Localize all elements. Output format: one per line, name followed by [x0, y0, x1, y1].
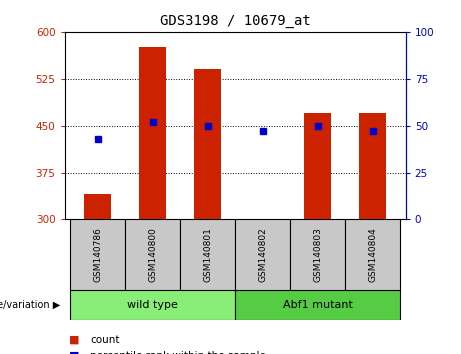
- Text: count: count: [90, 335, 119, 345]
- Bar: [235, 219, 290, 290]
- Bar: [290, 219, 345, 290]
- Bar: [125, 219, 180, 290]
- Text: GSM140801: GSM140801: [203, 227, 212, 282]
- Bar: [70, 290, 235, 320]
- Bar: [359, 113, 386, 219]
- Bar: [180, 219, 235, 290]
- Bar: [345, 219, 400, 290]
- Bar: [139, 47, 166, 219]
- Text: ■: ■: [69, 351, 80, 354]
- Title: GDS3198 / 10679_at: GDS3198 / 10679_at: [160, 14, 311, 28]
- Text: GSM140802: GSM140802: [258, 228, 267, 282]
- Text: genotype/variation ▶: genotype/variation ▶: [0, 300, 60, 310]
- Text: ■: ■: [69, 335, 80, 345]
- Text: percentile rank within the sample: percentile rank within the sample: [90, 351, 266, 354]
- Bar: [84, 194, 111, 219]
- Text: GSM140800: GSM140800: [148, 227, 157, 282]
- Text: Abf1 mutant: Abf1 mutant: [283, 300, 353, 310]
- Bar: [235, 290, 400, 320]
- Text: GSM140804: GSM140804: [368, 228, 377, 282]
- Bar: [304, 113, 331, 219]
- Bar: [194, 69, 221, 219]
- Text: wild type: wild type: [127, 300, 178, 310]
- Text: GSM140803: GSM140803: [313, 227, 322, 282]
- Bar: [70, 219, 125, 290]
- Text: GSM140786: GSM140786: [93, 227, 102, 282]
